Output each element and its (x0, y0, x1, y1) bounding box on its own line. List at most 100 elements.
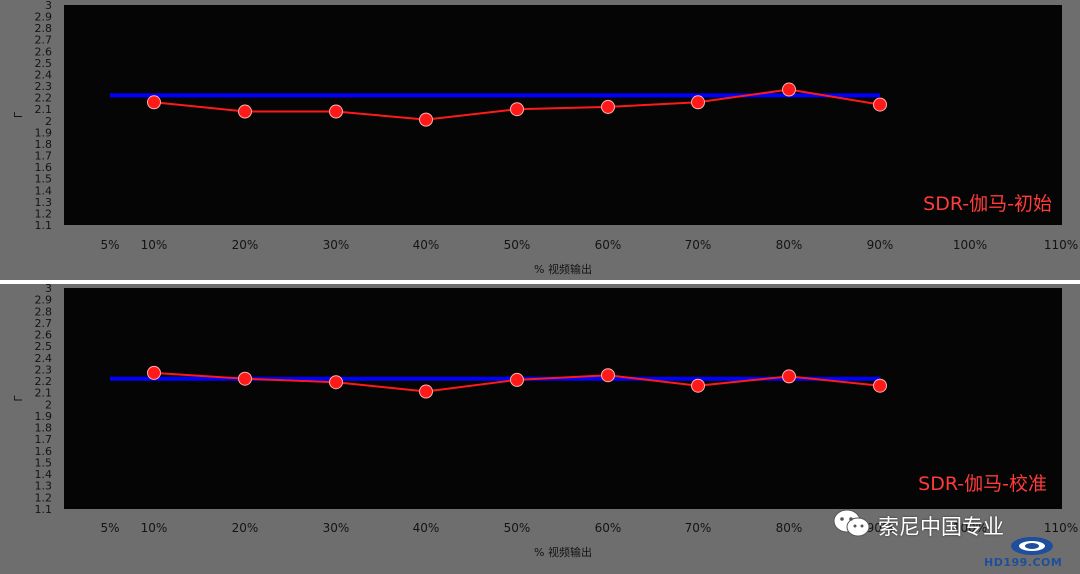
y-tick-label: 1.3 (35, 196, 53, 209)
data-point (238, 371, 252, 386)
x-tick-label: 60% (595, 238, 622, 252)
x-axis-label: % 视频输出 (534, 262, 592, 276)
y-tick-label: 2.1 (35, 103, 53, 116)
y-tick-label: 2.3 (35, 363, 53, 376)
x-tick-label: 40% (413, 521, 440, 535)
y-tick-label: 1.9 (35, 126, 53, 139)
y-tick-label: 2.5 (35, 57, 53, 70)
y-tick-label: 2.3 (35, 80, 53, 93)
y-tick-label: 2.7 (35, 317, 53, 330)
hd199-logo-icon (1011, 537, 1053, 555)
x-tick-label: 20% (232, 521, 259, 535)
y-tick-label: 1.6 (35, 445, 53, 458)
watermark: 索尼中国专业 (832, 508, 1004, 544)
plot-area (64, 288, 1062, 509)
data-point (873, 97, 887, 112)
data-point (419, 384, 433, 399)
data-point (691, 95, 705, 110)
y-tick-label: 1.7 (35, 433, 53, 446)
wechat-icon (832, 508, 872, 544)
y-tick-label: 1.4 (35, 468, 53, 481)
data-point (329, 104, 343, 119)
data-point (601, 99, 615, 114)
y-tick-label: 1.1 (35, 503, 53, 516)
y-tick-label: 2.8 (35, 305, 53, 318)
chart-annotation: SDR-伽马-初始 (923, 193, 1052, 215)
chart-panel-initial: 3 2.9 2.8 2.7 2.6 2.5 2.4 2.3 2.2 2.1 2 1.9 1.8 1.7 1.… (0, 0, 1080, 280)
x-tick-label: 20% (232, 238, 259, 252)
chart-panel-calibrated: 3 2.9 2.8 2.7 2.6 2.5 2.4 2.3 2.2 2.1 2 1.9 1.8 1.7 1.… (0, 282, 1080, 574)
y-tick-label: 1.8 (35, 138, 53, 151)
x-tick-label: 30% (323, 238, 350, 252)
y-tick-label: 1.6 (35, 161, 53, 174)
y-tick-label: 1.5 (35, 173, 53, 186)
data-point (782, 82, 796, 97)
y-tick-label: 2.5 (35, 340, 53, 353)
y-tick-label: 1.9 (35, 410, 53, 423)
x-tick-label: 5% (100, 238, 119, 252)
y-tick-label: 1.2 (35, 207, 53, 220)
x-tick-label: 90% (867, 521, 894, 535)
y-tick-label: 2.6 (35, 45, 53, 58)
x-tick-label: 100% (953, 521, 987, 535)
y-tick-label: 2.8 (35, 22, 53, 35)
x-tick-label: 40% (413, 238, 440, 252)
x-axis-label: % 视频输出 (534, 545, 592, 559)
x-tick-label: 80% (776, 521, 803, 535)
watermark-site: HD199.COM (984, 556, 1063, 569)
x-tick-label: 70% (685, 521, 712, 535)
x-tick-label: 110% (1044, 521, 1078, 535)
y-tick-label: 2.7 (35, 34, 53, 47)
y-axis-label: Γ (12, 395, 25, 402)
y-tick-label: 1.7 (35, 150, 53, 163)
chart-annotation: SDR-伽马-校准 (918, 473, 1047, 495)
data-point (691, 378, 705, 393)
x-tick-label: 5% (100, 521, 119, 535)
x-tick-label: 50% (504, 238, 531, 252)
data-point (238, 104, 252, 119)
plot-area (64, 5, 1062, 225)
y-tick-label: 1.3 (35, 480, 53, 493)
x-tick-label: 50% (504, 521, 531, 535)
y-tick-label: 2.9 (35, 11, 53, 24)
data-point (510, 372, 524, 387)
y-tick-label: 3 (45, 0, 52, 12)
y-tick-label: 1.2 (35, 491, 53, 504)
x-tick-label: 60% (595, 521, 622, 535)
y-tick-label: 2 (45, 398, 52, 411)
y-tick-label: 2.4 (35, 68, 53, 81)
data-point (873, 378, 887, 393)
panel-divider (0, 280, 1080, 284)
y-tick-label: 2.2 (35, 375, 53, 388)
y-tick-label: 1.1 (35, 219, 53, 232)
gamma-chart-calibrated: 32.92.82.72.62.52.42.32.22.121.91.81.71.… (12, 282, 1078, 559)
x-tick-label: 70% (685, 238, 712, 252)
y-tick-label: 2 (45, 115, 52, 128)
data-point (601, 368, 615, 383)
y-tick-label: 2.2 (35, 92, 53, 105)
y-tick-label: 1.8 (35, 422, 53, 435)
x-tick-label: 30% (323, 521, 350, 535)
x-tick-label: 10% (141, 238, 168, 252)
y-tick-label: 2.9 (35, 294, 53, 307)
y-axis-label: Γ (12, 111, 25, 118)
data-point (782, 369, 796, 384)
x-tick-label: 100% (953, 238, 987, 252)
watermark-text: 索尼中国专业 (878, 515, 1004, 539)
y-tick-label: 2.1 (35, 387, 53, 400)
y-tick-label: 2.4 (35, 352, 53, 365)
y-tick-label: 3 (45, 282, 52, 295)
x-tick-label: 10% (141, 521, 168, 535)
y-tick-label: 2.6 (35, 329, 53, 342)
data-point (147, 95, 161, 110)
gamma-chart-initial: 32.92.82.72.62.52.42.32.22.121.91.81.71.… (12, 0, 1078, 276)
data-point (510, 102, 524, 117)
y-tick-label: 1.4 (35, 184, 53, 197)
x-tick-label: 110% (1044, 238, 1078, 252)
y-tick-label: 1.5 (35, 456, 53, 469)
data-point (329, 375, 343, 390)
x-tick-label: 80% (776, 238, 803, 252)
data-point (147, 365, 161, 380)
x-tick-label: 90% (867, 238, 894, 252)
data-point (419, 112, 433, 127)
